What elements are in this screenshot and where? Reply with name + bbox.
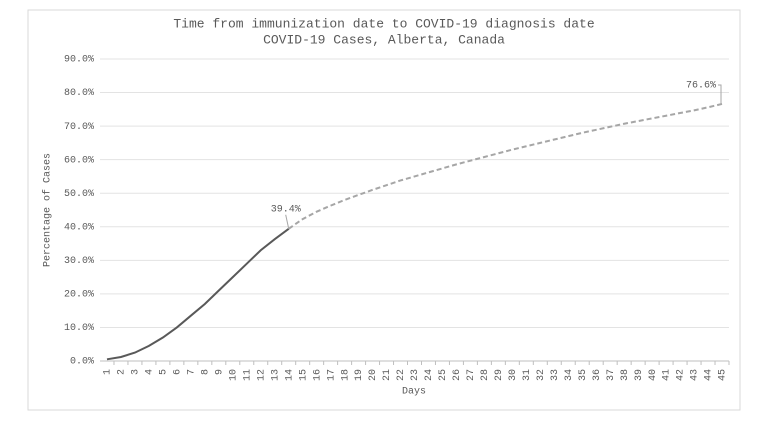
x-tick-label: 6 bbox=[173, 369, 184, 375]
y-tick-label: 50.0% bbox=[64, 189, 94, 200]
x-tick-label: 18 bbox=[340, 369, 351, 381]
data-label: 76.6% bbox=[686, 81, 716, 92]
x-tick-label: 20 bbox=[368, 369, 379, 381]
data-label: 39.4% bbox=[271, 204, 301, 215]
x-tick-label: 17 bbox=[326, 369, 337, 381]
x-tick-label: 42 bbox=[676, 369, 687, 381]
y-tick-label: 10.0% bbox=[64, 323, 94, 334]
x-tick-label: 4 bbox=[145, 369, 156, 375]
y-tick-label: 60.0% bbox=[64, 155, 94, 166]
x-tick-label: 38 bbox=[620, 369, 631, 381]
x-tick-label: 29 bbox=[494, 369, 505, 381]
x-tick-label: 40 bbox=[648, 369, 659, 381]
x-tick-label: 15 bbox=[298, 369, 309, 381]
x-tick-label: 26 bbox=[452, 369, 463, 381]
x-tick-label: 23 bbox=[410, 369, 421, 381]
x-tick-label: 14 bbox=[284, 369, 295, 381]
x-tick-label: 33 bbox=[550, 369, 561, 381]
chart-subtitle: COVID-19 Cases, Alberta, Canada bbox=[263, 32, 505, 47]
chart-title: Time from immunization date to COVID-19 … bbox=[173, 16, 594, 31]
line bbox=[106, 227, 290, 361]
x-tick-label: 34 bbox=[564, 369, 575, 381]
x-tick-label: 21 bbox=[382, 369, 393, 381]
x-tick-label: 1 bbox=[103, 369, 114, 375]
line bbox=[288, 102, 723, 230]
y-tick-label: 70.0% bbox=[64, 122, 94, 133]
x-tick-label: 45 bbox=[718, 369, 729, 381]
x-tick-label: 32 bbox=[536, 369, 547, 381]
y-tick-label: 0.0% bbox=[70, 357, 94, 368]
x-tick-label: 3 bbox=[131, 369, 142, 375]
x-tick-label: 25 bbox=[438, 369, 449, 381]
x-tick-label: 31 bbox=[522, 369, 533, 381]
chart-frame bbox=[27, 9, 741, 411]
y-tick-label: 90.0% bbox=[64, 55, 94, 66]
x-axis-label: Days bbox=[402, 387, 426, 398]
x-tick-label: 12 bbox=[256, 369, 267, 381]
x-tick-label: 41 bbox=[662, 369, 673, 381]
x-tick-label: 11 bbox=[242, 369, 253, 381]
y-tick-label: 30.0% bbox=[64, 256, 94, 267]
x-tick-label: 10 bbox=[228, 369, 239, 381]
x-tick-label: 30 bbox=[508, 369, 519, 381]
label-leader bbox=[285, 214, 290, 229]
x-tick-label: 5 bbox=[159, 369, 170, 375]
label-leader bbox=[718, 84, 722, 104]
x-tick-label: 2 bbox=[117, 369, 128, 375]
x-tick-label: 44 bbox=[704, 369, 715, 381]
x-tick-label: 9 bbox=[214, 369, 225, 375]
x-tick-label: 19 bbox=[354, 369, 365, 381]
x-tick-label: 39 bbox=[634, 369, 645, 381]
x-tick-label: 7 bbox=[186, 369, 197, 375]
x-tick-label: 28 bbox=[480, 369, 491, 381]
y-tick-label: 40.0% bbox=[64, 222, 94, 233]
y-axis-label: Percentage of Cases bbox=[42, 153, 54, 267]
x-tick-label: 37 bbox=[606, 369, 617, 381]
x-tick-label: 22 bbox=[396, 369, 407, 381]
x-tick-label: 24 bbox=[424, 369, 435, 381]
y-tick-label: 20.0% bbox=[64, 290, 94, 301]
x-tick-label: 35 bbox=[578, 369, 589, 381]
x-tick-label: 16 bbox=[312, 369, 323, 381]
x-tick-label: 43 bbox=[690, 369, 701, 381]
x-tick-label: 36 bbox=[592, 369, 603, 381]
x-tick-label: 13 bbox=[270, 369, 281, 381]
x-tick-label: 27 bbox=[466, 369, 477, 381]
x-tick-label: 8 bbox=[200, 369, 211, 375]
y-tick-label: 80.0% bbox=[64, 88, 94, 99]
